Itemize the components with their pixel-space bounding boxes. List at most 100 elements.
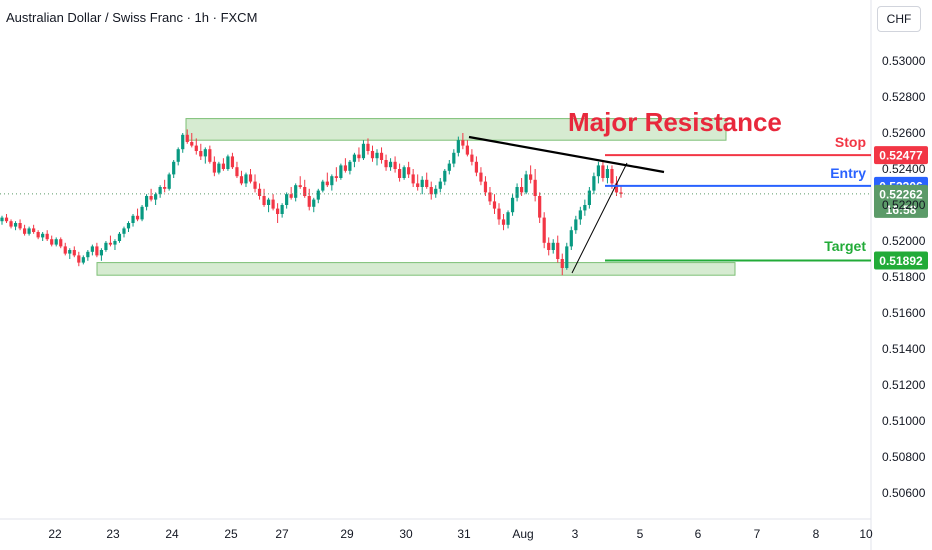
resistance-zone xyxy=(185,118,727,141)
candle-body xyxy=(280,205,284,214)
candle-body xyxy=(569,230,573,247)
candle-body xyxy=(560,259,564,268)
candle xyxy=(506,210,510,229)
current-price-value: 0.52262 xyxy=(879,187,923,201)
target-price-badge xyxy=(874,251,928,270)
candle-body xyxy=(456,140,460,153)
candle xyxy=(257,183,262,200)
candle-body xyxy=(352,154,357,162)
candle-body xyxy=(348,161,352,171)
candle xyxy=(149,188,153,202)
candle-body xyxy=(131,215,135,223)
candle-body xyxy=(99,250,104,256)
candle xyxy=(4,214,9,223)
candle-body xyxy=(194,145,198,151)
candle xyxy=(312,197,316,213)
candle xyxy=(569,226,573,250)
candle-body xyxy=(230,156,235,168)
candle xyxy=(619,185,623,198)
candle-body xyxy=(361,143,366,159)
candle xyxy=(9,219,13,229)
time-tick-label: 31 xyxy=(457,527,471,541)
candle xyxy=(524,170,528,195)
candle-body xyxy=(203,149,207,157)
candle-body xyxy=(185,134,189,142)
candle xyxy=(510,194,515,216)
candle-body xyxy=(285,194,289,205)
candle xyxy=(158,185,162,198)
candle xyxy=(497,203,501,225)
candle xyxy=(208,145,212,164)
candle-body xyxy=(90,246,94,252)
currency-button[interactable]: CHF xyxy=(877,6,921,32)
candle xyxy=(407,161,411,178)
time-tick-label: 8 xyxy=(813,527,820,541)
candle xyxy=(447,160,451,175)
candle-body xyxy=(388,161,393,168)
candle-body xyxy=(104,242,108,250)
candle xyxy=(474,156,479,177)
candle-body xyxy=(117,233,122,241)
candle xyxy=(443,169,447,186)
candle xyxy=(556,235,560,263)
candle-body xyxy=(614,183,619,193)
candle xyxy=(163,179,167,193)
bar-countdown: 16:58 xyxy=(886,203,917,217)
candle-body xyxy=(122,228,126,234)
time-axis[interactable]: 22 23 24 25 27 29 30 31 Aug 3 5 6 7 8 10 xyxy=(48,527,873,541)
candle-body xyxy=(45,233,49,240)
candle xyxy=(452,149,456,168)
candle-body xyxy=(244,174,248,184)
support-trendline[interactable] xyxy=(571,162,628,274)
time-tick-label: 23 xyxy=(106,527,120,541)
time-tick-label: 3 xyxy=(572,527,579,541)
stop-label: Stop xyxy=(835,134,866,150)
candle-body xyxy=(533,179,537,196)
candle-body xyxy=(294,185,298,198)
candle-body xyxy=(425,179,429,187)
candle-body xyxy=(325,181,329,186)
candle xyxy=(411,169,415,187)
candle xyxy=(565,242,569,270)
candle xyxy=(388,158,393,171)
time-tick-label: 10 xyxy=(859,527,873,541)
candle-body xyxy=(556,242,560,259)
candle xyxy=(334,167,338,182)
candle-body xyxy=(221,163,225,169)
overlays-layer: Major ResistanceStop0.52477Entry0.52306T… xyxy=(0,107,928,274)
candle-body xyxy=(86,251,90,258)
price-axis[interactable]: 0.53000 0.52800 0.52600 0.52400 0.52200 0.520… xyxy=(882,54,926,500)
candle xyxy=(298,176,302,189)
candle-body xyxy=(515,187,519,198)
resistance-trendline[interactable] xyxy=(468,135,665,174)
candle-body xyxy=(501,219,506,225)
candle-body xyxy=(289,194,293,198)
time-tick-label: Aug xyxy=(512,527,533,541)
candle-body xyxy=(199,151,203,157)
current-price-badge xyxy=(874,184,928,218)
candle xyxy=(434,185,438,198)
target-price-value: 0.51892 xyxy=(879,254,923,268)
candle xyxy=(167,172,171,191)
price-tick-label: 0.50600 xyxy=(882,486,926,500)
candle-body xyxy=(592,176,596,191)
candle-body xyxy=(163,187,167,189)
candle xyxy=(366,138,370,155)
candle xyxy=(461,133,465,150)
candle xyxy=(77,251,81,267)
candle xyxy=(194,138,198,155)
time-tick-label: 27 xyxy=(275,527,289,541)
candle xyxy=(438,178,442,193)
candle-body xyxy=(330,176,334,186)
candle xyxy=(221,158,225,171)
target-label: Target xyxy=(824,238,866,254)
candle xyxy=(217,161,221,175)
candle xyxy=(271,194,275,211)
candle xyxy=(13,221,18,231)
candle xyxy=(307,188,311,211)
time-tick-label: 7 xyxy=(754,527,761,541)
candle-body xyxy=(375,152,379,159)
candle-body xyxy=(379,152,384,160)
candle xyxy=(379,147,384,164)
